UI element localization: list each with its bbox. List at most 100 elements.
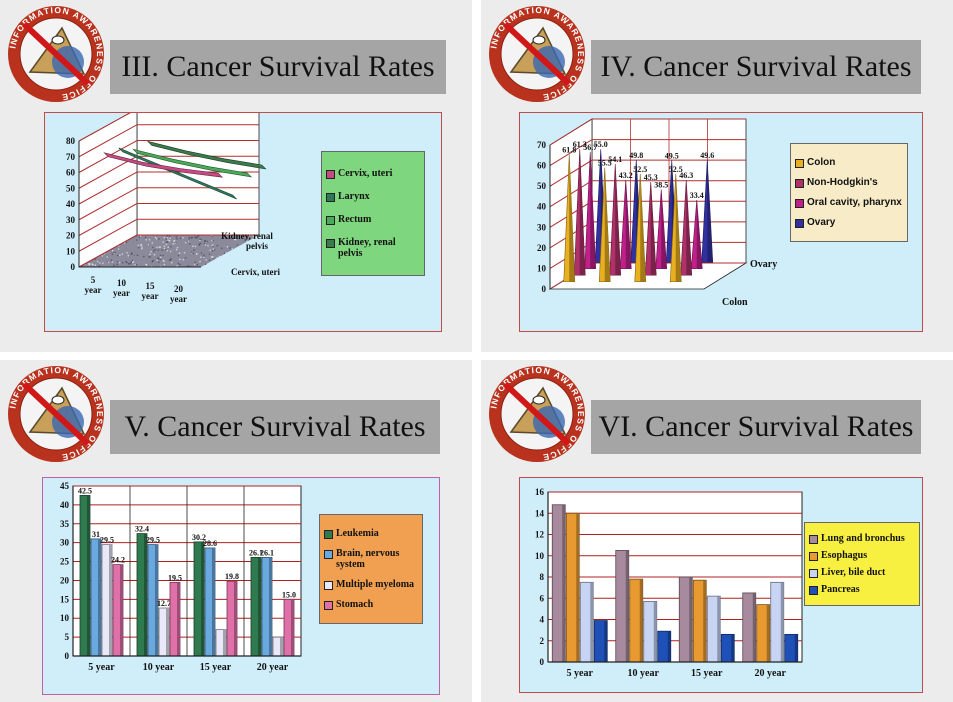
data-label: 12.7 (157, 599, 171, 608)
data-label: 32.4 (135, 525, 149, 534)
legend-label: Brain, nervous system (336, 548, 418, 570)
depth-label: Ovary (750, 259, 777, 270)
chart-legend: Lung and bronchus Esophagus Liver, bile du… (804, 522, 920, 606)
iao-seal-icon: INFORMATION AWARENESS OFFICE (6, 364, 106, 464)
legend-label: Oral cavity, pharynx (807, 197, 902, 208)
x-tick-label: 5 year (88, 662, 115, 673)
y-tick-label: 40 (60, 500, 70, 510)
y-tick-label: 16 (535, 487, 545, 497)
slide-5: V. Cancer Survival Rates INFORMATION AWA… (0, 360, 472, 702)
legend-item: Liver, bile duct (809, 567, 915, 578)
y-tick-label: 6 (540, 593, 545, 603)
y-tick-label: 4 (540, 615, 545, 625)
chart-frame: 0 5 10 15 20 25 30 35 40 45 42.5 31 29.5 24.2 5 year 32… (42, 477, 440, 695)
y-tick-label: 60 (66, 168, 76, 178)
data-label: 49.6 (700, 151, 714, 160)
legend-swatch (809, 552, 818, 561)
legend-swatch (809, 569, 818, 578)
y-tick-label: 35 (60, 519, 70, 529)
y-tick-label: 20 (66, 231, 76, 241)
legend-item: Kidney, renal pelvis (326, 237, 420, 259)
title-banner: VI. Cancer Survival Rates (591, 400, 921, 454)
slide-6: VI. Cancer Survival Rates INFORMATION AW… (481, 360, 953, 702)
y-tick-label: 30 (60, 538, 70, 548)
legend-swatch (326, 170, 335, 179)
iao-seal-icon: INFORMATION AWARENESS OFFICE (6, 4, 106, 104)
slide-title: III. Cancer Survival Rates (110, 40, 446, 94)
y-tick-label: 8 (540, 572, 545, 582)
iao-seal-icon: INFORMATION AWARENESS OFFICE (487, 4, 587, 104)
legend-swatch (324, 530, 333, 539)
x-tick-label: 15 year (691, 668, 723, 679)
y-tick-label: 25 (60, 557, 70, 567)
x-tick-label: 10 year (113, 278, 130, 298)
chart-frame: 0 2 4 6 8 10 12 14 16 5 year 10 year 15 year 20 year… (519, 477, 923, 693)
y-tick-label: 30 (66, 215, 76, 225)
data-label: 29.5 (100, 536, 114, 545)
legend-swatch (326, 193, 335, 202)
y-tick-label: 20 (537, 243, 547, 253)
legend-swatch (324, 601, 333, 610)
data-label: 26.1 (260, 548, 274, 557)
slide-3: III. Cancer Survival Rates INFORMATION A… (0, 0, 472, 352)
legend-item: Esophagus (809, 550, 915, 561)
data-label: 19.5 (168, 573, 182, 582)
legend-item: Rectum (326, 214, 420, 225)
y-tick-label: 10 (537, 263, 547, 273)
chart-frame: 0 10 20 30 40 50 60 70 Colon Ovary 55.0 49.8 49.5 49.… (519, 112, 923, 332)
legend-label: Lung and bronchus (821, 533, 905, 544)
y-tick-label: 0 (71, 262, 76, 272)
y-tick-label: 80 (66, 136, 76, 146)
data-label: 49.8 (629, 151, 643, 160)
legend-label: Pancreas (821, 584, 860, 595)
x-tick-label: 20 year (170, 284, 187, 304)
legend-swatch (795, 219, 804, 228)
legend-item: Brain, nervous system (324, 548, 418, 570)
y-tick-label: 40 (537, 202, 547, 212)
legend-swatch (795, 199, 804, 208)
data-label: 31 (92, 530, 100, 539)
x-tick-label: 10 year (143, 662, 175, 673)
legend-label: Kidney, renal pelvis (338, 237, 420, 259)
data-label: 43.2 (619, 171, 633, 180)
slide-title: IV. Cancer Survival Rates (591, 40, 921, 94)
legend-swatch (324, 581, 333, 590)
depth-label: Cervix, uteri (231, 267, 280, 277)
y-tick-label: 5 (65, 632, 70, 642)
legend-item: Multiple myeloma (324, 579, 418, 590)
legend-swatch (809, 535, 818, 544)
legend-label: Liver, bile duct (821, 567, 885, 578)
legend-label: Rectum (338, 214, 371, 225)
legend-swatch (795, 179, 804, 188)
x-tick-label: 20 year (257, 662, 289, 673)
depth-label: Colon (722, 297, 748, 308)
data-label: 24.2 (111, 556, 125, 565)
legend-item: Larynx (326, 191, 420, 202)
y-tick-label: 12 (535, 530, 545, 540)
legend-item: Leukemia (324, 528, 418, 539)
x-tick-label: 15 year (142, 281, 159, 301)
data-label: 28.6 (203, 539, 217, 548)
eye-icon (533, 396, 545, 404)
x-tick-label: 15 year (200, 662, 232, 673)
x-tick-label: 10 year (628, 668, 660, 679)
legend-label: Multiple myeloma (336, 579, 414, 590)
legend-swatch (324, 550, 333, 559)
legend-item: Cervix, uteri (326, 168, 420, 179)
legend-item: Lung and bronchus (809, 533, 915, 544)
y-tick-label: 0 (540, 657, 545, 667)
y-tick-label: 2 (540, 636, 545, 646)
y-tick-label: 70 (66, 152, 76, 162)
y-tick-label: 60 (537, 161, 547, 171)
title-banner: IV. Cancer Survival Rates (591, 40, 921, 94)
data-label: 61.8 (562, 146, 576, 155)
legend-swatch (326, 239, 335, 248)
legend-label: Colon (807, 157, 835, 168)
chart-legend: Cervix, uteri Larynx Rectum Kidney, renal p… (321, 151, 425, 276)
y-tick-label: 50 (66, 183, 76, 193)
legend-item: Stomach (324, 599, 418, 610)
data-label: 42.5 (78, 486, 92, 495)
slide-title: VI. Cancer Survival Rates (591, 400, 921, 454)
slide-title: V. Cancer Survival Rates (110, 400, 440, 454)
iao-seal-icon: INFORMATION AWARENESS OFFICE (487, 364, 587, 464)
